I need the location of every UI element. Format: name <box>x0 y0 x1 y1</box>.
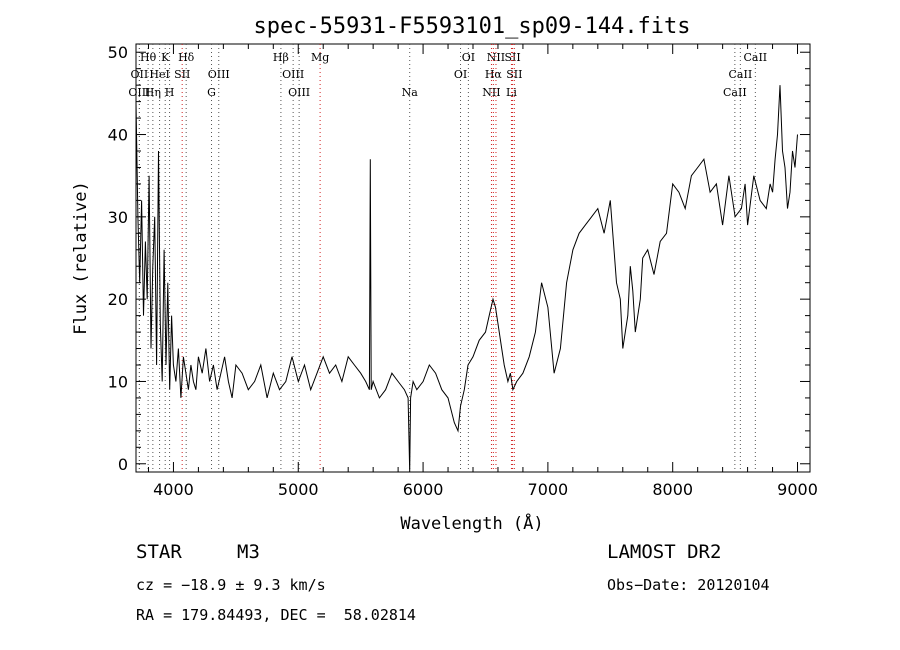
spectral-line-label: NII <box>482 86 500 99</box>
spectral-line-label: OI <box>462 51 475 64</box>
spectrum-line <box>135 85 798 473</box>
plot-frame <box>135 43 811 473</box>
x-tick-label: 6000 <box>403 480 444 499</box>
spectral-line-label: H <box>165 86 175 99</box>
x-tick-label: 7000 <box>528 480 569 499</box>
spectral-line-label: OIII <box>282 68 304 81</box>
spectral-line-label: CaII <box>743 51 767 64</box>
spectral-line-label: Hβ <box>273 51 289 64</box>
spectral-subclass: M3 <box>237 541 260 563</box>
y-tick-label: 50 <box>108 43 128 62</box>
x-tick-label: 8000 <box>652 480 693 499</box>
spectral-line-label: Hα <box>485 68 503 81</box>
x-axis-label: Wavelength (Å) <box>400 512 543 534</box>
y-tick-label: 40 <box>108 126 128 145</box>
chart-title: spec-55931-F5593101_sp09-144.fits <box>253 14 690 39</box>
survey-name: LAMOST DR2 <box>607 541 722 563</box>
y-axis-label: Flux (relative) <box>71 181 91 335</box>
spectral-line-label: Hδ <box>178 51 195 64</box>
coordinates: RA = 179.84493, DEC = 58.02814 <box>136 606 416 624</box>
spectral-line-label: HeI <box>149 68 169 81</box>
spectral-line-label: Mg <box>311 51 329 64</box>
x-tick-label: 4000 <box>153 480 194 499</box>
spectral-line-label: K <box>161 51 170 64</box>
y-tick-label: 30 <box>108 208 128 227</box>
spectral-line-label: OIII <box>208 68 230 81</box>
spectral-line-label: OIII <box>288 86 310 99</box>
spectral-line-label: SII <box>506 68 522 81</box>
spectral-line-label: Hη <box>145 86 161 99</box>
observation-date: Obs−Date: 20120104 <box>607 576 770 594</box>
spectral-line-label: CaII <box>729 68 753 81</box>
x-axis-ticks: 4000 5000 6000 7000 8000 9000 <box>147 44 818 499</box>
y-tick-label: 20 <box>108 290 128 309</box>
x-tick-label: 5000 <box>278 480 319 499</box>
spectral-line-label: NII <box>487 51 505 64</box>
y-axis-ticks: 0 10 20 30 40 50 <box>108 43 810 474</box>
spectral-line-label: SII <box>174 68 190 81</box>
spectral-line-label: CaII <box>723 86 747 99</box>
x-tick-label: 9000 <box>777 480 818 499</box>
spectral-line-label: G <box>207 86 216 99</box>
spectral-line-label: OII <box>131 68 149 81</box>
redshift-velocity: cz = −18.9 ± 9.3 km/s <box>136 576 326 594</box>
spectral-line-markers: Hθ OII OIII K HeI Hη SII H Hδ OIII G Hβ OIII OIII Mg Na… <box>128 44 767 472</box>
spectral-line-label: Na <box>402 86 419 99</box>
spectral-line-label: SII <box>504 51 520 64</box>
object-type: STAR <box>136 541 182 563</box>
spectral-line-label: Hθ <box>140 51 157 64</box>
spectral-line-label: Li <box>506 86 517 99</box>
spectral-line-label: OI <box>454 68 467 81</box>
y-tick-label: 0 <box>118 455 128 474</box>
spectral-line-label: OIII <box>128 86 150 99</box>
y-tick-label: 10 <box>108 372 128 391</box>
